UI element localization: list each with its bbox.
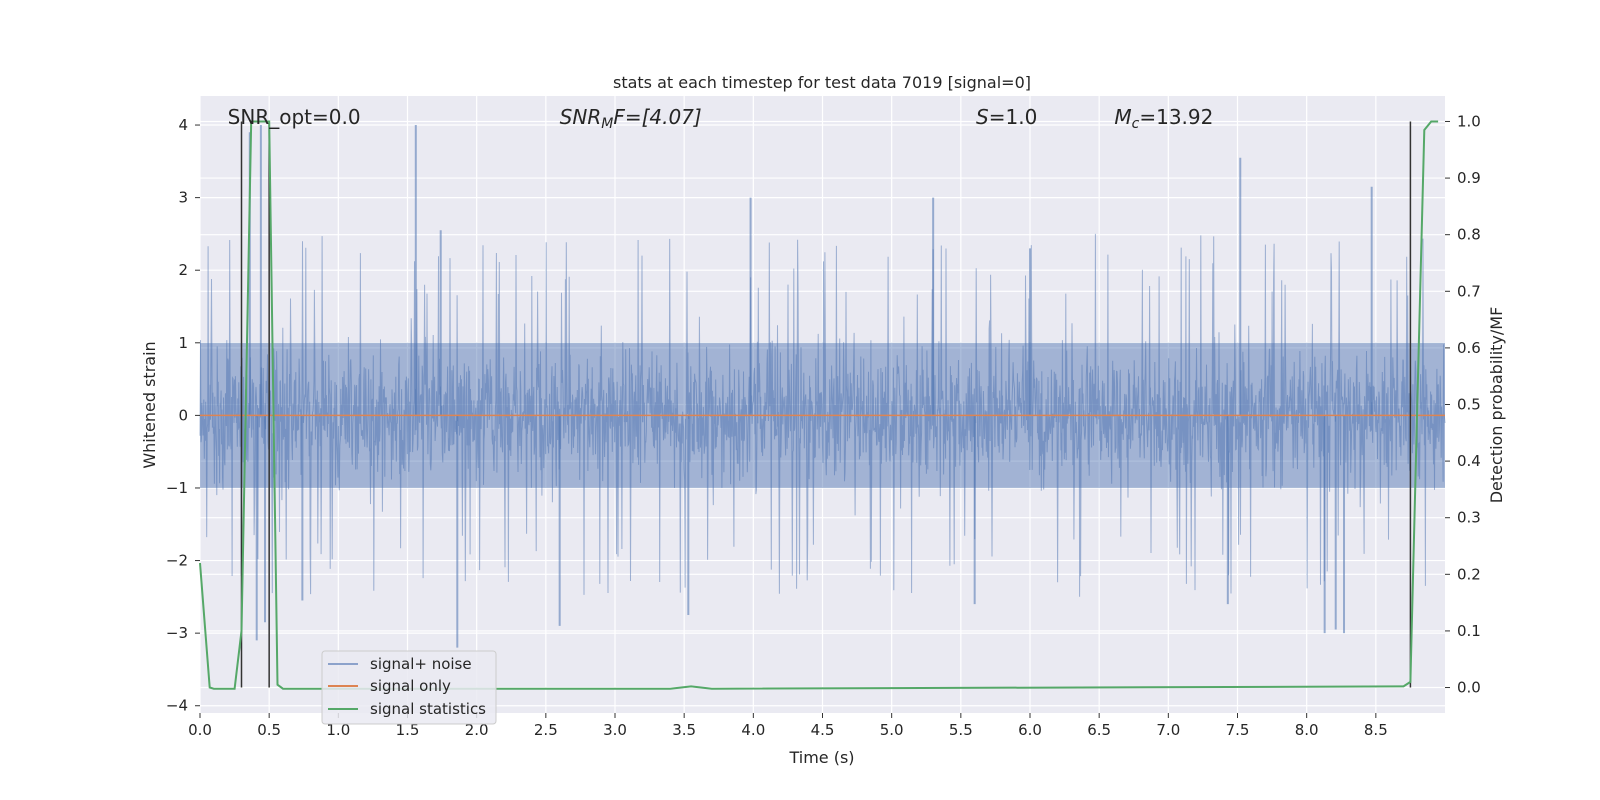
x-tick-label-16: 8.0 — [1295, 721, 1319, 739]
x-tick-label-4: 2.0 — [465, 721, 489, 739]
y-tick-label-6: 2 — [178, 261, 188, 279]
y2-tick-label-3: 0.3 — [1457, 509, 1481, 527]
annotation-mc-prefix: M — [1114, 105, 1131, 129]
y-tick-label-0: −4 — [166, 697, 188, 715]
x-tick-label-2: 1.0 — [326, 721, 350, 739]
annotation-mc-value: Mc=13.92 — [1114, 105, 1213, 132]
legend: signal+ noise signal only signal statist… — [321, 650, 497, 725]
y2-axis-label: Detection probability/MF — [1487, 307, 1506, 504]
x-tick-label-10: 5.0 — [880, 721, 904, 739]
x-tick-label-5: 2.5 — [534, 721, 558, 739]
x-tick-label-0: 0.0 — [188, 721, 212, 739]
x-tick-label-14: 7.0 — [1156, 721, 1180, 739]
x-tick-label-15: 7.5 — [1226, 721, 1250, 739]
y2-tick-label-0: 0.0 — [1457, 679, 1481, 697]
grid — [199, 96, 1445, 713]
y2-tick-label-10: 1.0 — [1457, 112, 1481, 130]
signal-noise-trace — [199, 233, 1446, 597]
x-tick-label-6: 3.0 — [603, 721, 627, 739]
y-tick-label-8: 4 — [178, 116, 188, 134]
x-tick-label-1: 0.5 — [257, 721, 281, 739]
annotation-s-prefix: S — [976, 105, 989, 129]
y-tick-label-2: −2 — [166, 552, 188, 570]
annotation-s-suffix: =1.0 — [989, 105, 1038, 129]
y2-tick-label-9: 0.9 — [1457, 169, 1481, 187]
annotation-snr-mf-suffix: F=[4.07] — [613, 105, 701, 129]
x-axis-label: Time (s) — [788, 748, 854, 767]
y2-tick-label-2: 0.2 — [1457, 565, 1481, 583]
y-axis-label: Whitened strain — [140, 341, 159, 468]
y2-tick-label-5: 0.5 — [1457, 396, 1481, 414]
y-tick-label-5: 1 — [178, 334, 188, 352]
x-tick-label-8: 4.0 — [741, 721, 765, 739]
chart-title: stats at each timestep for test data 701… — [613, 73, 1031, 92]
annotation-snr-mf-prefix: SNR — [560, 105, 602, 129]
x-tick-label-17: 8.5 — [1364, 721, 1388, 739]
y-tick-label-7: 3 — [178, 189, 188, 207]
legend-label-signal-statistics: signal statistics — [370, 700, 486, 718]
y-tick-label-4: 0 — [178, 406, 188, 424]
annotation-mc-sub: c — [1132, 116, 1140, 132]
annotation-snr-mf-sub: M — [601, 116, 613, 132]
y-tick-label-3: −1 — [166, 479, 188, 497]
y2-axis-ticks: 0.0 0.1 0.2 0.3 0.4 0.5 0.6 0.7 0.8 0.9 1.0 — [1445, 112, 1481, 697]
x-tick-label-13: 6.5 — [1087, 721, 1111, 739]
y-tick-label-1: −3 — [166, 624, 188, 642]
annotation-snr-mf: SNRMF=[4.07] — [560, 105, 702, 132]
y-axis-ticks: −4 −3 −2 −1 0 1 2 3 4 — [166, 116, 200, 715]
annotation-snr-opt: SNR_opt=0.0 — [228, 105, 361, 129]
signal-statistics-line — [199, 120, 1439, 690]
x-tick-label-7: 3.5 — [672, 721, 696, 739]
series-signal-statistics — [199, 120, 1439, 690]
annotation-s-value: S=1.0 — [976, 105, 1037, 129]
y2-tick-label-1: 0.1 — [1457, 622, 1481, 640]
y2-tick-label-4: 0.4 — [1457, 452, 1481, 470]
x-axis-ticks: 0.0 0.5 1.0 1.5 2.0 2.5 3.0 3.5 4.0 4.5 5.0 5.5 6.0 6… — [188, 713, 1388, 739]
annotation-snr-opt-text: SNR_opt=0.0 — [228, 105, 361, 129]
y2-tick-label-6: 0.6 — [1457, 339, 1481, 357]
legend-box — [321, 650, 497, 725]
x-tick-label-11: 5.5 — [949, 721, 973, 739]
annotations: SNR_opt=0.0 SNRMF=[4.07] S=1.0 Mc=13.92 — [228, 105, 1214, 132]
y2-tick-label-8: 0.8 — [1457, 226, 1481, 244]
y2-tick-label-7: 0.7 — [1457, 282, 1481, 300]
x-tick-label-9: 4.5 — [811, 721, 835, 739]
annotation-mc-suffix: =13.92 — [1139, 105, 1213, 129]
legend-label-signal-only: signal only — [370, 677, 451, 695]
x-tick-label-12: 6.0 — [1018, 721, 1042, 739]
x-tick-label-3: 1.5 — [396, 721, 420, 739]
legend-label-signal-noise: signal+ noise — [370, 655, 472, 673]
